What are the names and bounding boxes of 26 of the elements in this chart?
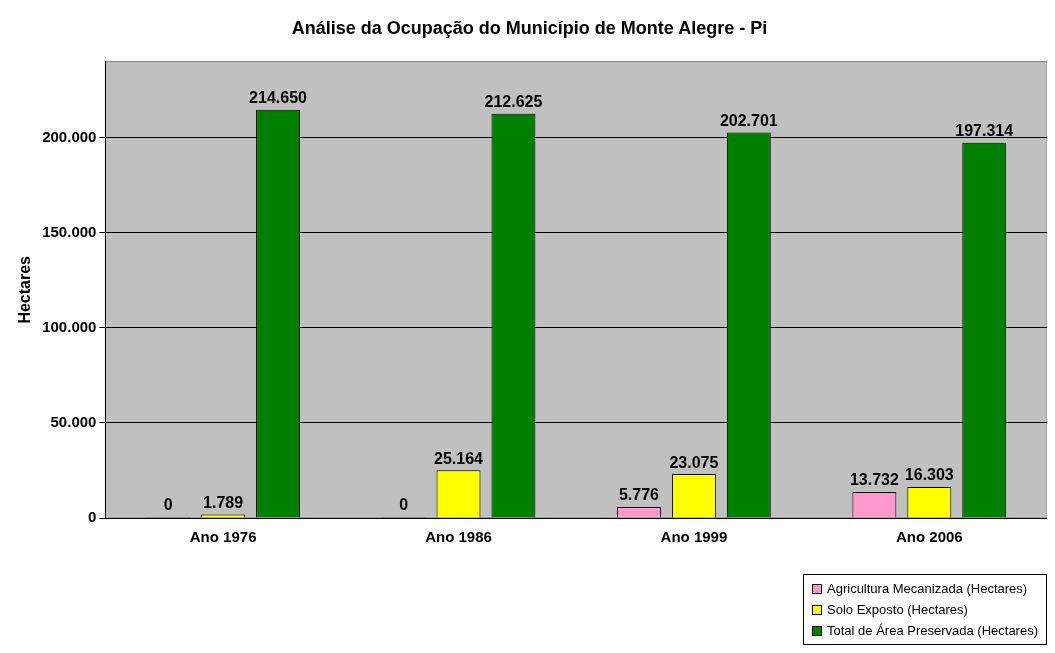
data-label: 13.732: [849, 471, 899, 489]
data-label: 5.776: [618, 486, 660, 504]
y-tick-label: 100.000: [42, 317, 97, 335]
data-label: 214.650: [249, 89, 308, 107]
x-tick-label: Ano 1976: [189, 528, 257, 546]
legend-label: Agricultura Mecanizada (Hectares): [827, 580, 1028, 598]
data-label: 202.701: [719, 111, 778, 129]
x-tick-label: Ano 1999: [660, 528, 728, 546]
legend-label: Solo Exposto (Hectares): [827, 601, 968, 619]
legend-label: Total de Área Preservada (Hectares): [827, 622, 1038, 640]
y-tick-label: 200.000: [42, 127, 97, 145]
y-axis-title: Hectares: [16, 255, 34, 324]
chart-title: Análise da Ocupação do Município de Monte Alegre - Pi: [291, 17, 768, 38]
x-tick-label: Ano 2006: [895, 528, 963, 546]
data-label: 212.625: [484, 93, 543, 111]
y-tick-label: 150.000: [42, 222, 97, 240]
y-tick-label: 50.000: [50, 413, 97, 431]
data-label: 16.303: [904, 466, 954, 484]
y-tick-label: 0: [88, 508, 97, 526]
data-label: 0: [399, 496, 409, 514]
data-label: 0: [163, 496, 173, 514]
data-label: 25.164: [434, 449, 484, 467]
x-tick-label: Ano 1986: [425, 528, 492, 546]
data-label: 23.075: [669, 453, 719, 471]
data-label: 197.314: [955, 122, 1014, 140]
data-label: 1.789: [203, 494, 244, 511]
